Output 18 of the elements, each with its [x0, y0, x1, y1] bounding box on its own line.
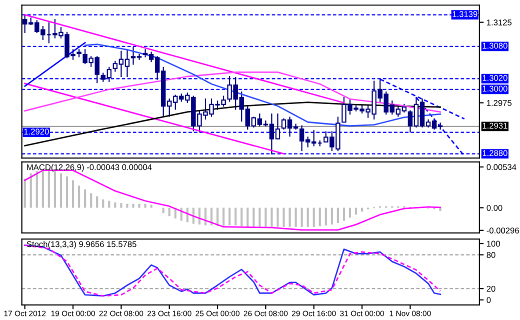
y-tick-label: 0.00534: [486, 164, 516, 170]
ref-line-label: 1.2931: [482, 122, 508, 129]
y-tick-label: 80: [486, 252, 496, 258]
ref-line-label: 1.3139: [452, 11, 478, 18]
ref-line-label: 1.3080: [482, 42, 508, 49]
y-tick-label: 1.2975: [487, 100, 512, 106]
y-tick-label: 0.00: [486, 204, 502, 211]
ref-line-label: 1.2880: [482, 150, 508, 156]
ref-line-label: 1.3000: [482, 86, 508, 92]
y-tick-label: 1.3125: [487, 19, 512, 26]
annotation: MACD(12,26,9) -0.00043 0.00004: [27, 164, 152, 172]
y-tick-label: 20: [486, 286, 496, 292]
y-tick-label: 0: [486, 297, 491, 303]
ref-line-label: 1.2920: [24, 128, 49, 135]
y-tick-label: 100: [487, 240, 500, 247]
y-tick-label: -0.00296: [486, 228, 519, 234]
ref-line-label: 1.3020: [482, 74, 508, 81]
annotation: Stoch(13,3,3) 9.9656 15.5785: [26, 241, 136, 249]
